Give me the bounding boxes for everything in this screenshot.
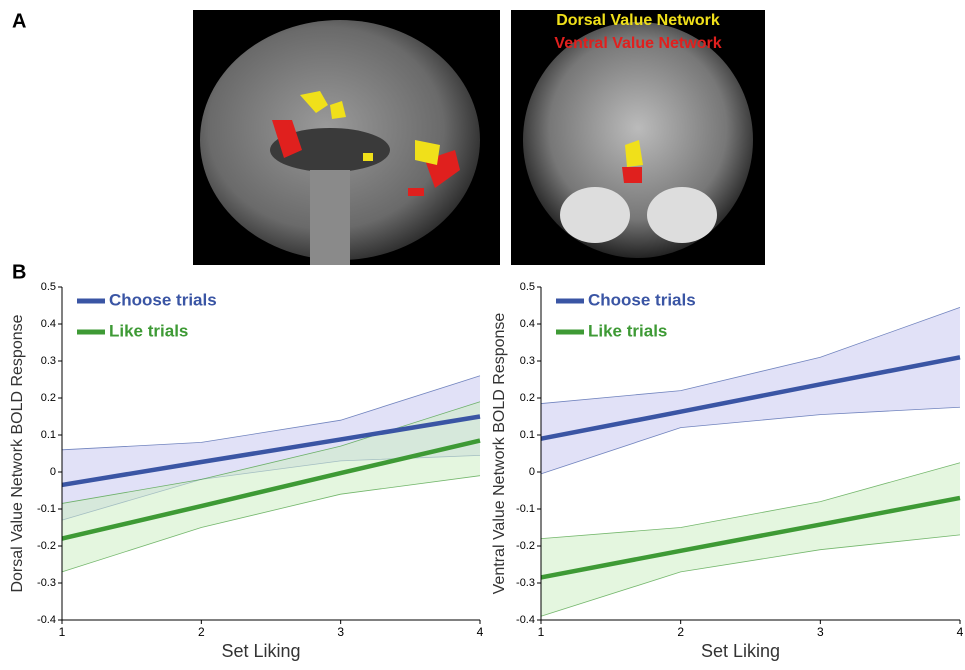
y-tick-label: -0.3 xyxy=(516,577,535,589)
x-tick-label: 3 xyxy=(817,625,824,639)
y-tick-label: -0.4 xyxy=(37,614,56,626)
x-axis-label: Set Liking xyxy=(221,641,300,661)
y-tick-label: -0.1 xyxy=(516,503,535,515)
y-tick-label: -0.2 xyxy=(516,540,535,552)
y-tick-label: -0.2 xyxy=(37,540,56,552)
x-tick-label: 1 xyxy=(538,625,545,639)
x-tick-label: 1 xyxy=(59,625,66,639)
y-tick-label: -0.1 xyxy=(37,503,56,515)
y-tick-label: 0.1 xyxy=(520,429,535,441)
y-tick-label: 0.5 xyxy=(520,281,535,293)
y-tick-label: -0.3 xyxy=(37,577,56,589)
legend-label: Choose trials xyxy=(588,290,696,309)
y-tick-label: 0 xyxy=(50,466,56,478)
y-tick-label: 0.4 xyxy=(520,318,535,330)
sagittal-image xyxy=(193,10,500,265)
y-tick-label: 0.5 xyxy=(41,281,56,293)
x-axis-label: Set Liking xyxy=(701,641,780,661)
panel-label: A xyxy=(12,10,26,32)
legend-label: Dorsal Value Network xyxy=(556,12,720,29)
figure: A Dorsal Value Network Ventral Value Net… xyxy=(0,0,965,665)
y-tick-label: -0.4 xyxy=(516,614,535,626)
y-tick-label: 0.2 xyxy=(41,392,56,404)
y-tick-label: 0.2 xyxy=(520,392,535,404)
panel-label: B xyxy=(12,261,26,283)
y-tick-label: 0 xyxy=(529,466,535,478)
y-tick-label: 0.3 xyxy=(520,355,535,367)
legend-label: Choose trials xyxy=(109,290,217,309)
x-tick-label: 4 xyxy=(957,625,964,639)
legend-label: Ventral Value Network xyxy=(554,35,721,52)
y-axis-label: Ventral Value Network BOLD Response xyxy=(491,313,508,595)
y-tick-label: 0.3 xyxy=(41,355,56,367)
legend-label: Like trials xyxy=(588,321,667,340)
y-tick-label: 0.1 xyxy=(41,429,56,441)
coronal-image: Dorsal Value Network Ventral Value Netwo… xyxy=(511,10,765,265)
legend-label: Like trials xyxy=(109,321,188,340)
x-tick-label: 2 xyxy=(677,625,684,639)
x-tick-label: 4 xyxy=(477,625,484,639)
x-tick-label: 2 xyxy=(198,625,205,639)
x-tick-label: 3 xyxy=(337,625,344,639)
y-axis-label: Dorsal Value Network BOLD Response xyxy=(9,314,26,592)
y-tick-label: 0.4 xyxy=(41,318,56,330)
